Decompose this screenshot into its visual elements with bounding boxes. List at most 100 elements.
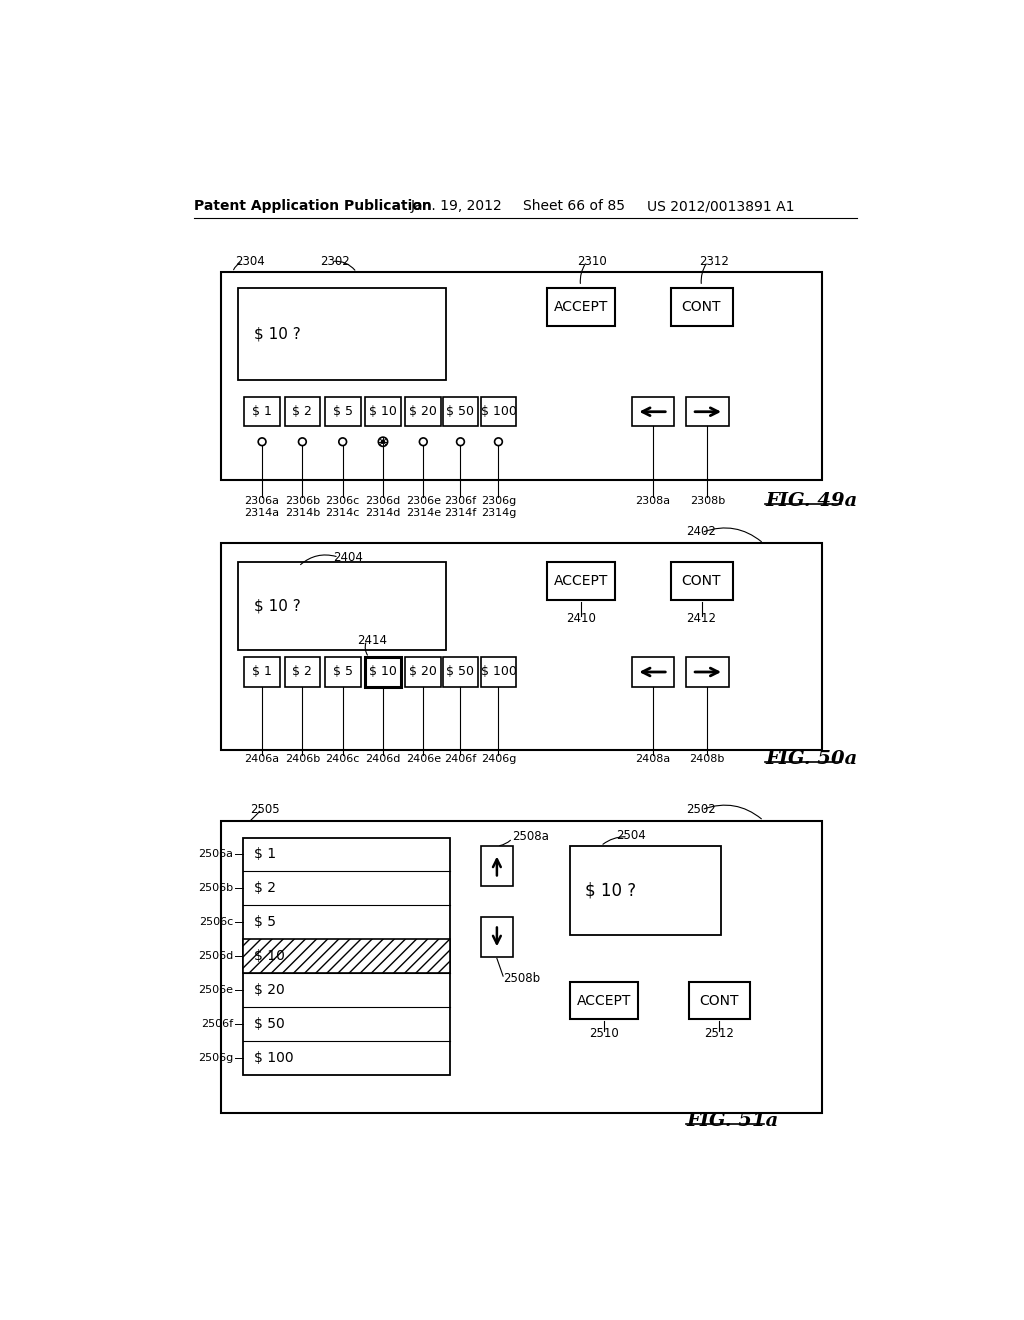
Text: $ 50: $ 50 [446, 405, 474, 418]
Text: $ 10 ?: $ 10 ? [254, 326, 300, 342]
Text: 2314f: 2314f [444, 508, 476, 517]
Text: 2306a: 2306a [245, 496, 280, 506]
Text: 2506g: 2506g [199, 1053, 233, 1063]
Text: 2314a: 2314a [245, 508, 280, 517]
Text: 2506a: 2506a [199, 850, 233, 859]
Text: 2406e: 2406e [406, 754, 441, 764]
Text: 2508a: 2508a [512, 830, 549, 843]
Bar [243, 838, 451, 1074]
Text: FIG. 50a: FIG. 50a [765, 750, 857, 768]
Bar [238, 288, 445, 380]
Text: 2510: 2510 [589, 1027, 618, 1040]
Bar [285, 657, 321, 686]
Text: Patent Application Publication: Patent Application Publication [194, 199, 432, 213]
Text: 2506c: 2506c [199, 917, 233, 927]
Text: $ 50: $ 50 [446, 665, 474, 678]
Text: CONT: CONT [699, 994, 739, 1007]
Text: $ 2: $ 2 [293, 405, 312, 418]
Text: 2314g: 2314g [480, 508, 516, 517]
Text: 2406c: 2406c [326, 754, 359, 764]
Text: 2506d: 2506d [199, 952, 233, 961]
Text: US 2012/0013891 A1: US 2012/0013891 A1 [647, 199, 795, 213]
Text: $ 1: $ 1 [254, 847, 275, 862]
Text: $ 20: $ 20 [410, 405, 437, 418]
Bar [569, 982, 638, 1019]
Text: 2406d: 2406d [366, 754, 400, 764]
Text: $ 10 ?: $ 10 ? [586, 882, 636, 899]
Text: 2314e: 2314e [406, 508, 441, 517]
Text: 2314c: 2314c [326, 508, 359, 517]
Text: $ 10: $ 10 [369, 405, 397, 418]
Bar [547, 562, 614, 601]
Bar [671, 562, 732, 601]
Text: 2502: 2502 [686, 804, 716, 816]
Text: $ 5: $ 5 [254, 915, 275, 929]
Text: 2310: 2310 [578, 255, 607, 268]
Text: 2505: 2505 [251, 804, 281, 816]
Bar [442, 397, 478, 426]
Text: CONT: CONT [682, 300, 721, 314]
Text: 2314b: 2314b [285, 508, 319, 517]
Text: $ 50: $ 50 [254, 1016, 285, 1031]
Text: $ 2: $ 2 [293, 665, 312, 678]
Text: $ 1: $ 1 [252, 665, 272, 678]
Bar [406, 397, 441, 426]
Text: 2306e: 2306e [406, 496, 440, 506]
Text: ACCEPT: ACCEPT [577, 994, 631, 1007]
Text: 2408b: 2408b [689, 754, 725, 764]
Text: 2314d: 2314d [366, 508, 400, 517]
Bar [686, 397, 729, 426]
Text: 2302: 2302 [321, 255, 350, 268]
Bar [285, 397, 321, 426]
Text: 2306g: 2306g [481, 496, 516, 506]
Bar [632, 657, 675, 686]
Text: 2506b: 2506b [199, 883, 233, 894]
Bar [245, 657, 280, 686]
Bar [689, 982, 750, 1019]
Bar [480, 397, 516, 426]
Text: $ 5: $ 5 [333, 665, 352, 678]
Bar [406, 657, 441, 686]
Text: 2312: 2312 [699, 255, 729, 268]
Bar [547, 288, 614, 326]
Text: $ 20: $ 20 [254, 983, 285, 997]
Text: 2508b: 2508b [503, 972, 541, 985]
Text: $ 100: $ 100 [480, 665, 516, 678]
Text: $ 5: $ 5 [333, 405, 352, 418]
Text: $ 1: $ 1 [252, 405, 272, 418]
Text: 2406g: 2406g [480, 754, 516, 764]
Text: 2404: 2404 [334, 550, 364, 564]
Text: ACCEPT: ACCEPT [553, 300, 608, 314]
Bar [221, 821, 822, 1113]
Text: 2414: 2414 [357, 634, 387, 647]
Circle shape [381, 441, 385, 444]
Text: 2506f: 2506f [202, 1019, 233, 1028]
Text: 2406a: 2406a [245, 754, 280, 764]
Bar [325, 397, 360, 426]
Bar [221, 544, 822, 750]
Bar [238, 562, 445, 651]
Bar [480, 657, 516, 686]
Text: 2408a: 2408a [636, 754, 671, 764]
Text: 2306f: 2306f [444, 496, 476, 506]
Bar [325, 657, 360, 686]
Bar [366, 657, 400, 686]
Bar [686, 657, 729, 686]
Bar [632, 397, 675, 426]
Bar [671, 288, 732, 326]
Text: $ 100: $ 100 [480, 405, 516, 418]
Text: $ 10: $ 10 [369, 665, 397, 678]
Text: Sheet 66 of 85: Sheet 66 of 85 [523, 199, 626, 213]
Text: $ 2: $ 2 [254, 882, 275, 895]
Text: 2412: 2412 [686, 612, 717, 626]
Text: FIG. 51a: FIG. 51a [686, 1111, 778, 1130]
Bar [366, 397, 400, 426]
Text: ACCEPT: ACCEPT [553, 574, 608, 589]
Text: 2512: 2512 [705, 1027, 734, 1040]
Text: 2306b: 2306b [285, 496, 319, 506]
Bar [243, 940, 451, 973]
Text: 2406f: 2406f [444, 754, 476, 764]
Bar [480, 846, 513, 886]
Text: $ 20: $ 20 [410, 665, 437, 678]
Bar [480, 917, 513, 957]
